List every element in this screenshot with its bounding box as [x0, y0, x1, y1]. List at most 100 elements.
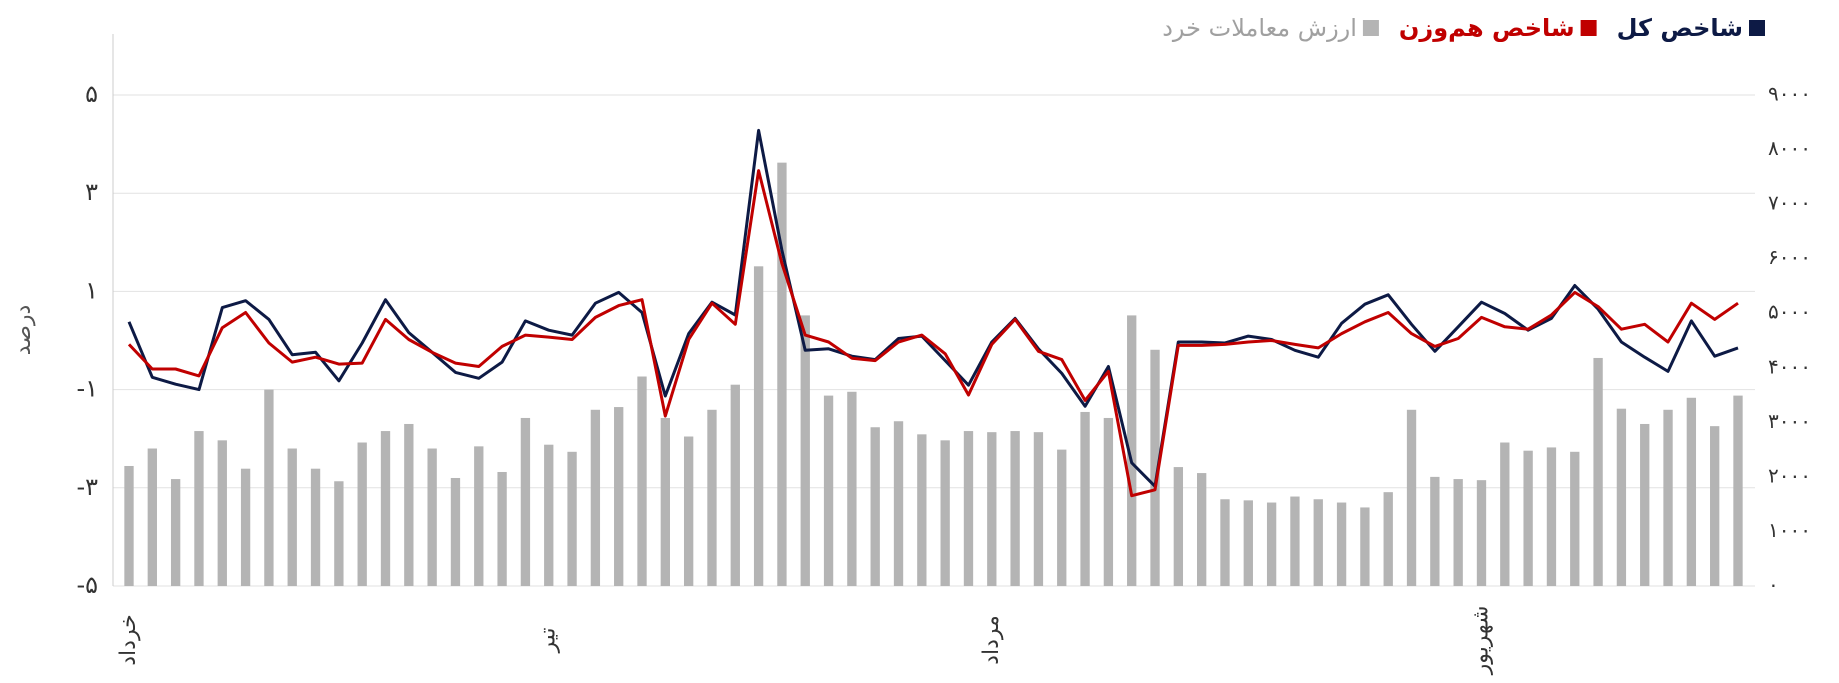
bar: [1523, 450, 1533, 586]
bar: [264, 389, 274, 586]
x-tick-label: تیر: [536, 628, 561, 654]
bar: [1406, 409, 1417, 586]
bar: [1476, 480, 1487, 586]
bar: [800, 315, 810, 586]
bar: [147, 448, 157, 586]
legend-label: شاخص هم‌وزن: [1399, 14, 1575, 42]
bar: [753, 266, 764, 586]
bar: [567, 451, 577, 586]
bar: [1173, 467, 1184, 586]
bar: [1710, 426, 1720, 586]
y2-tick-label: ۸۰۰۰: [1768, 136, 1811, 160]
bar: [404, 423, 414, 586]
x-tick-label: خرداد: [116, 614, 141, 665]
bar: [660, 417, 670, 586]
bar: [1453, 479, 1463, 586]
bar: [1640, 423, 1650, 586]
bar: [474, 446, 484, 586]
bar: [497, 471, 507, 586]
y-tick-label: ۱: [85, 276, 98, 304]
bar: [777, 162, 787, 586]
y-axis-label: درصد: [11, 305, 36, 356]
bar: [1430, 476, 1440, 586]
bar: [1546, 447, 1557, 586]
y2-tick-label: ۱۰۰۰: [1768, 518, 1811, 542]
bar: [240, 468, 251, 586]
y-tick-label: -۱: [76, 375, 98, 403]
x-tick-label: شهریور: [1468, 606, 1493, 676]
bar: [707, 409, 717, 586]
bar: [1080, 411, 1090, 586]
bar: [730, 384, 740, 586]
bar: [1500, 442, 1510, 586]
y-tick-label: ۳: [85, 178, 98, 206]
bar: [1290, 496, 1300, 586]
bar: [287, 448, 297, 586]
y2-tick-label: ۹۰۰۰: [1768, 82, 1811, 106]
bar: [870, 427, 880, 586]
bar: [963, 431, 974, 586]
bar: [334, 481, 344, 586]
bar: [1313, 499, 1323, 586]
legend-label: ارزش معاملات خرد: [1162, 14, 1357, 42]
y-tick-label: ۵: [85, 80, 98, 108]
y2-tick-label: ۶۰۰۰: [1768, 245, 1811, 269]
legend-swatch: [1580, 20, 1597, 36]
bar: [1103, 417, 1114, 586]
y-tick-label: -۵: [76, 571, 98, 599]
line: [127, 128, 1739, 488]
y2-tick-label: ۷۰۰۰: [1768, 191, 1811, 215]
bar: [1243, 500, 1253, 586]
bar: [1197, 473, 1207, 586]
bar: [1127, 315, 1137, 586]
bar: [427, 448, 437, 586]
bar: [1220, 499, 1230, 586]
bar: [1570, 451, 1580, 586]
bar: [917, 434, 927, 586]
bar: [450, 477, 461, 586]
bar: [170, 479, 181, 586]
bar: [1150, 349, 1160, 586]
bar: [1383, 492, 1393, 586]
bar: [1033, 432, 1044, 586]
bar: [847, 391, 857, 586]
y2-tick-label: ۰: [1768, 573, 1779, 597]
bar: [987, 432, 997, 586]
bar: [893, 421, 904, 586]
y2-tick-label: ۳۰۰۰: [1768, 409, 1811, 433]
line: [127, 169, 1739, 498]
bar: [1686, 397, 1697, 586]
bar: [590, 409, 601, 586]
bar: [1057, 449, 1067, 586]
x-tick-label: مرداد: [979, 615, 1004, 665]
bar: [1733, 395, 1743, 586]
bar: [357, 442, 367, 586]
legend-swatch: [1749, 20, 1765, 36]
bar: [1663, 409, 1673, 586]
y2-tick-label: ۴۰۰۰: [1768, 354, 1811, 378]
bar: [194, 431, 204, 586]
legend-label: شاخص کل: [1617, 14, 1743, 42]
bar: [1266, 502, 1277, 586]
bar: [544, 444, 554, 586]
bar: [823, 395, 834, 586]
bar: [1593, 357, 1603, 586]
bar: [1360, 507, 1370, 586]
bar: [124, 465, 134, 586]
y-tick-label: -۳: [76, 473, 98, 501]
bar: [1336, 502, 1347, 586]
bar: [637, 376, 647, 586]
bar: [1616, 408, 1627, 586]
bar: [683, 436, 694, 586]
bar: [380, 431, 391, 586]
legend-swatch: [1362, 20, 1379, 36]
bar: [520, 417, 531, 586]
bar: [1010, 431, 1020, 586]
bar: [217, 440, 227, 586]
y2-tick-label: ۲۰۰۰: [1768, 463, 1811, 487]
bar: [614, 407, 624, 586]
y2-tick-label: ۵۰۰۰: [1768, 300, 1811, 324]
bar: [310, 468, 321, 586]
bar: [940, 440, 950, 586]
